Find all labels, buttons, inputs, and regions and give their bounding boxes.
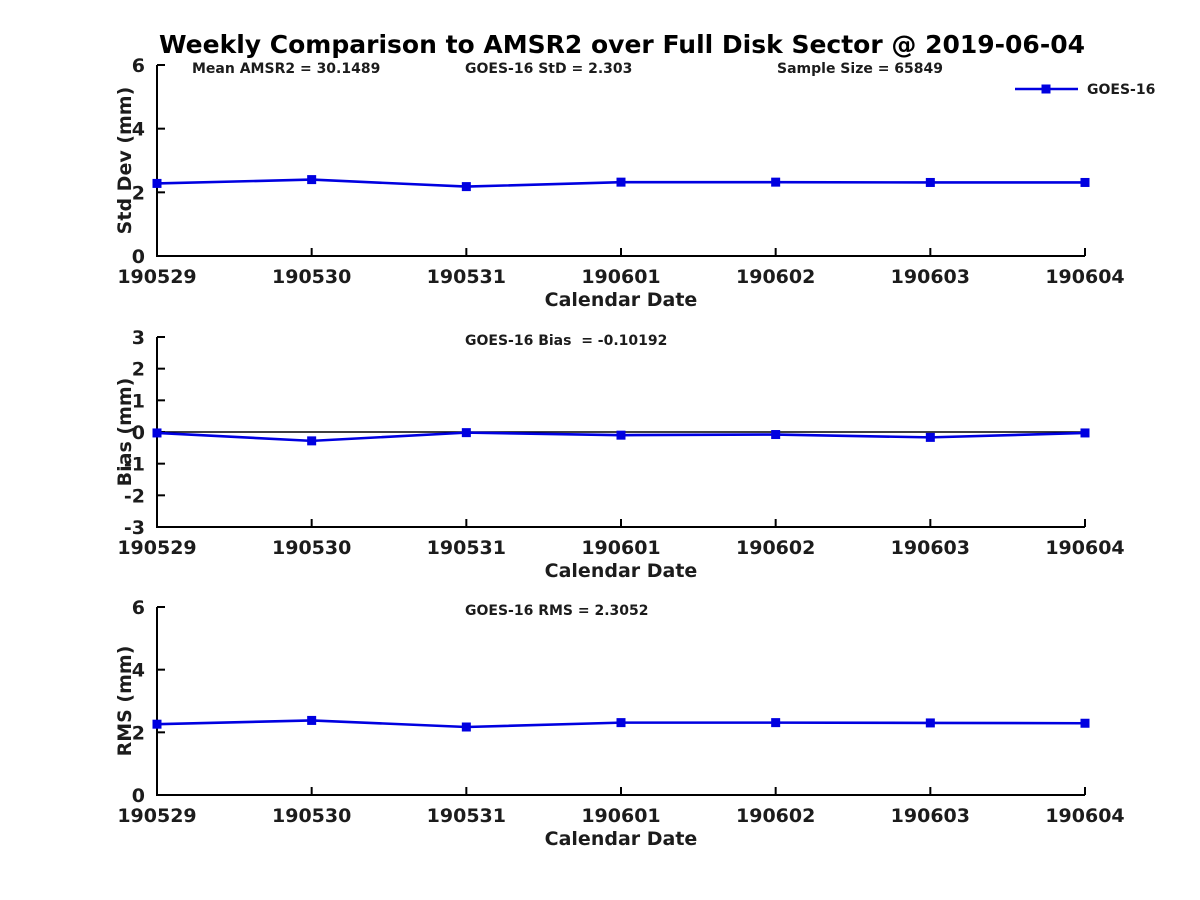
annotation: Sample Size = 65849 [777,61,943,77]
x-axis-title: Calendar Date [545,828,698,850]
y-tick-label: 4 [132,660,145,682]
data-point-marker [152,178,162,188]
data-point-marker [771,177,781,187]
data-point-marker [152,719,162,729]
data-point-marker [307,715,317,725]
y-tick-label: -1 [124,454,145,476]
data-point-marker [461,182,471,192]
data-point-marker [771,718,781,728]
annotation: GOES-16 StD = 2.303 [465,61,632,77]
x-tick-label: 190529 [117,537,196,559]
annotation: GOES-16 Bias = -0.10192 [465,333,667,349]
x-tick-label: 190603 [891,537,970,559]
x-tick-label: 190604 [1045,805,1124,827]
legend: GOES-16 [1015,82,1155,98]
y-tick-label: 2 [132,182,145,204]
data-point-marker [925,432,935,442]
annotation: Mean AMSR2 = 30.1489 [192,61,380,77]
y-tick-label: 2 [132,359,145,381]
x-axis-title: Calendar Date [545,289,698,311]
data-point-marker [1080,718,1090,728]
subplot-bias: -3 -2 -1 0 1 2 3 190529 190530 190531 190601 190602… [114,327,1125,582]
data-point-marker [925,718,935,728]
y-axis-title: Bias (mm) [114,378,136,487]
x-tick-label: 190604 [1045,537,1124,559]
x-tick-label: 190602 [736,805,815,827]
data-point-marker [152,428,162,438]
x-tick-label: 190531 [427,266,506,288]
annotation: GOES-16 RMS = 2.3052 [465,603,649,619]
y-tick-label: 0 [132,785,145,807]
y-tick-label: 0 [132,422,145,444]
x-tick-label: 190531 [427,537,506,559]
x-axis-title: Calendar Date [545,560,698,582]
x-tick-label: 190529 [117,266,196,288]
y-tick-label: -2 [124,485,145,507]
x-tick-label: 190530 [272,537,351,559]
y-tick-label: 4 [132,119,145,141]
y-tick-label: 1 [132,390,145,412]
data-point-marker [461,722,471,732]
x-tick-label: 190601 [581,266,660,288]
data-point-marker [616,430,626,440]
x-tick-label: 190530 [272,266,351,288]
data-point-marker [461,428,471,438]
data-point-marker [771,430,781,440]
legend-marker [1041,84,1051,94]
y-tick-label: 3 [132,327,145,349]
subplot-rms: 0 2 4 6 190529 190530 190531 190601 190602 190603… [114,597,1125,850]
x-tick-label: 190601 [581,805,660,827]
legend-label: GOES-16 [1087,82,1155,98]
x-tick-label: 190531 [427,805,506,827]
y-tick-label: 6 [132,597,145,619]
data-point-marker [1080,177,1090,187]
x-tick-label: 190602 [736,266,815,288]
x-tick-label: 190602 [736,537,815,559]
subplot-std-dev: 0 2 4 6 190529 190530 190531 190601 190602 190603… [114,55,1125,311]
x-tick-label: 190530 [272,805,351,827]
data-point-marker [307,436,317,446]
data-point-marker [1080,428,1090,438]
y-tick-label: 2 [132,722,145,744]
data-point-marker [307,175,317,185]
y-axis-title: Std Dev (mm) [114,87,136,235]
x-tick-label: 190604 [1045,266,1124,288]
x-tick-label: 190603 [891,805,970,827]
data-point-marker [616,177,626,187]
y-tick-label: 6 [132,55,145,77]
data-point-marker [616,718,626,728]
x-tick-label: 190603 [891,266,970,288]
x-tick-label: 190529 [117,805,196,827]
figure-title: Weekly Comparison to AMSR2 over Full Dis… [159,30,1085,59]
x-tick-label: 190601 [581,537,660,559]
data-point-marker [925,177,935,187]
y-tick-label: -3 [124,517,145,539]
y-tick-label: 0 [132,246,145,268]
y-axis-title: RMS (mm) [114,646,136,757]
